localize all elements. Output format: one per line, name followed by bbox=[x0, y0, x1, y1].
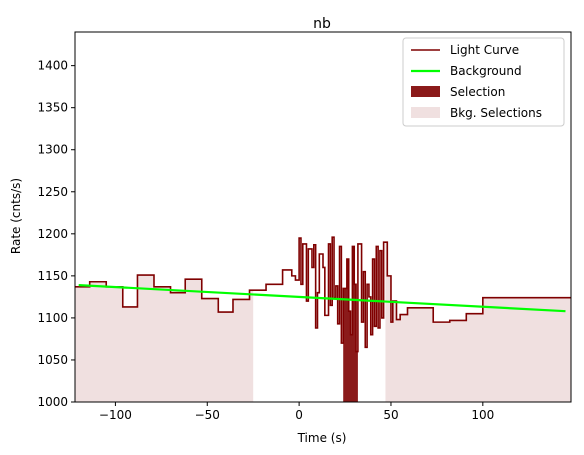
x-tick-label: 0 bbox=[295, 408, 303, 422]
x-tick-label: −100 bbox=[99, 408, 132, 422]
legend-label: Selection bbox=[450, 85, 505, 99]
legend: Light Curve Background Selection Bkg. Selec… bbox=[402, 37, 565, 127]
legend-box bbox=[402, 37, 565, 127]
bkg-selection-region bbox=[385, 242, 571, 402]
y-tick-label: 1200 bbox=[37, 227, 68, 241]
x-tick-label: −50 bbox=[195, 408, 220, 422]
y-tick-label: 1250 bbox=[37, 185, 68, 199]
light-curve-line bbox=[75, 236, 571, 353]
axes: −100 −50 0 50 100 1000 1050 1100 1150 1200 1250 130… bbox=[37, 31, 572, 422]
y-tick-label: 1150 bbox=[37, 269, 68, 283]
y-tick-label: 1000 bbox=[37, 395, 68, 409]
bkg-selection-region bbox=[75, 275, 254, 402]
legend-swatch bbox=[411, 107, 440, 118]
x-tick-label: 50 bbox=[383, 408, 398, 422]
y-tick-label: 1400 bbox=[37, 59, 68, 73]
y-tick-label: 1050 bbox=[37, 353, 68, 367]
x-tick-label: 100 bbox=[471, 408, 494, 422]
y-tick-label: 1300 bbox=[37, 143, 68, 157]
legend-swatch bbox=[411, 86, 440, 97]
legend-label: Bkg. Selections bbox=[450, 106, 542, 120]
plot-frame bbox=[74, 31, 572, 403]
plot-area bbox=[75, 236, 571, 402]
y-tick-label: 1100 bbox=[37, 311, 68, 325]
background-line bbox=[78, 284, 566, 313]
chart-title: nb bbox=[313, 16, 331, 32]
y-tick-label: 1350 bbox=[37, 101, 68, 115]
y-axis-label: Rate (cnts/s) bbox=[9, 178, 23, 254]
legend-label: Light Curve bbox=[450, 43, 519, 57]
legend-label: Background bbox=[450, 64, 522, 78]
x-axis-label: Time (s) bbox=[297, 431, 347, 445]
